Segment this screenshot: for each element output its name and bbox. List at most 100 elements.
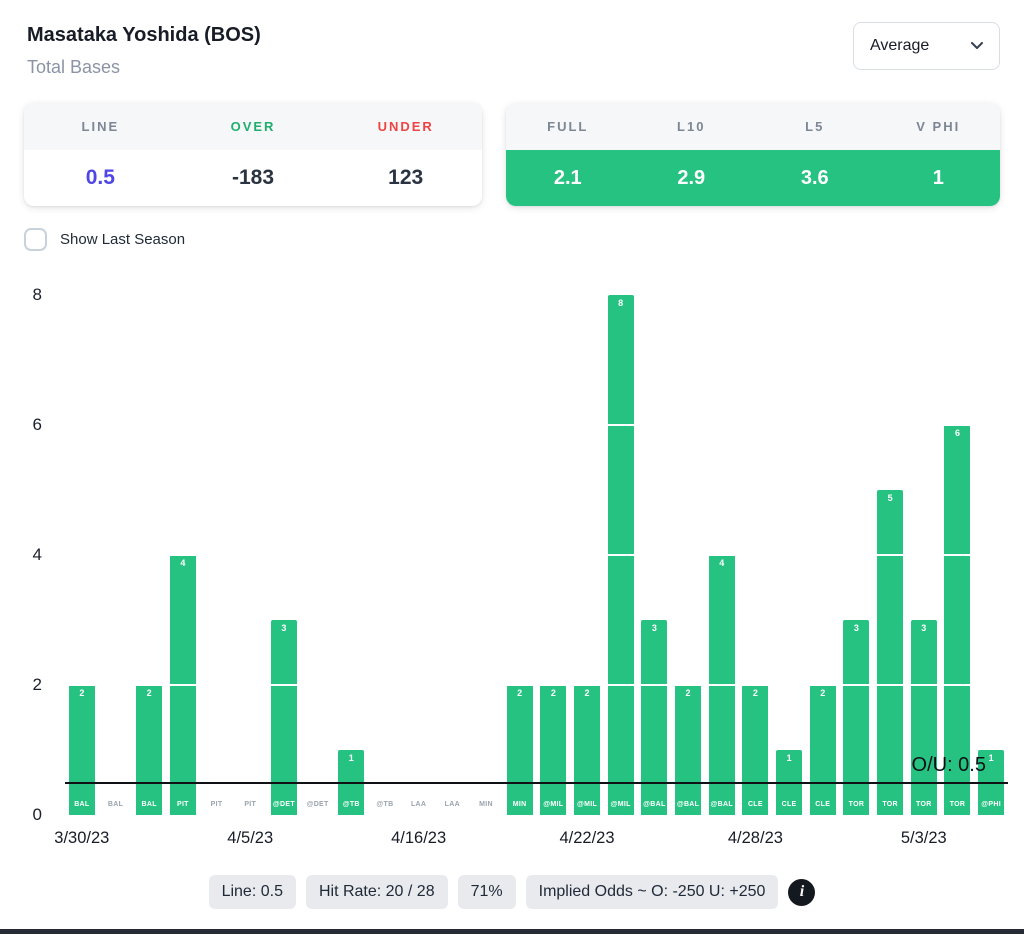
game-slot[interactable]: 5 TOR — [873, 270, 907, 815]
y-axis-tick: 2 — [32, 675, 42, 694]
bar-value-label: 2 — [79, 688, 85, 698]
x-axis-date-label: 4/28/23 — [727, 829, 783, 847]
opponent-label: @BAL — [710, 801, 733, 808]
opponent-label: @PHI — [981, 801, 1001, 808]
game-bar[interactable]: 3 — [641, 620, 668, 815]
opponent-label: CLE — [747, 801, 763, 808]
average-dropdown[interactable]: Average — [853, 22, 1000, 70]
line-column-header: LINE — [81, 119, 120, 134]
game-slot[interactable]: 2 CLE — [806, 270, 840, 815]
dropdown-selected-value: Average — [870, 37, 930, 54]
game-bar[interactable]: 2 — [675, 685, 702, 815]
game-slot[interactable]: 3 TOR — [840, 270, 874, 815]
vs-opponent-average: 1 — [932, 166, 944, 189]
game-slot: @TB — [368, 270, 402, 815]
game-slot: MIN — [469, 270, 503, 815]
x-axis-date-label: 4/5/23 — [227, 829, 274, 847]
opponent-label: @MIL — [610, 801, 631, 808]
opponent-label: LAA — [444, 801, 460, 808]
bar-value-label: 2 — [517, 688, 523, 698]
line-badge: Line: 0.5 — [208, 875, 296, 909]
bar-value-label: 1 — [348, 753, 354, 763]
game-slot[interactable]: 2 CLE — [739, 270, 773, 815]
chart-plot-area: O/U: 0.5 2 BAL BAL 2 BAL 4 PIT PIT PIT 3 @DET @DET 1… — [65, 270, 1008, 815]
game-slot[interactable]: 3 TOR — [907, 270, 941, 815]
bar-value-label: 3 — [651, 623, 657, 633]
averages-card: FULL L10 L5 V PHI 2.1 2.9 3.6 1 — [506, 103, 1000, 206]
game-bar[interactable]: 3 — [270, 620, 297, 815]
opponent-label: CLE — [781, 801, 797, 808]
bar-value-label: 1 — [786, 753, 792, 763]
line-value: 0.5 — [85, 166, 115, 189]
opponent-label: @TB — [342, 801, 360, 808]
game-slot[interactable]: 8 @MIL — [604, 270, 638, 815]
opponent-label: @DET — [306, 801, 329, 808]
game-bar[interactable]: 3 — [843, 620, 870, 815]
game-slot[interactable]: 4 @BAL — [705, 270, 739, 815]
opponent-label: @BAL — [643, 801, 666, 808]
gridline — [65, 424, 1008, 426]
game-slot[interactable]: 2 BAL — [65, 270, 99, 815]
player-name: Masataka Yoshida (BOS) — [27, 24, 261, 46]
game-slot[interactable]: 2 @MIL — [570, 270, 604, 815]
info-icon[interactable]: i — [788, 878, 816, 906]
game-slot: @DET — [301, 270, 335, 815]
game-slot[interactable]: 1 CLE — [772, 270, 806, 815]
show-last-season-toggle[interactable]: Show Last Season — [24, 228, 185, 251]
over-column-header: OVER — [230, 119, 276, 134]
bar-value-label: 5 — [887, 493, 893, 503]
game-slot[interactable]: 2 MIN — [503, 270, 537, 815]
opponent-label: BAL — [141, 801, 157, 808]
game-slot[interactable]: 4 PIT — [166, 270, 200, 815]
game-bar[interactable]: 2 — [574, 685, 600, 815]
opponent-label: PIT — [176, 801, 189, 808]
game-bar[interactable]: 5 — [877, 490, 904, 815]
bar-value-label: 1 — [988, 753, 994, 763]
bar-value-label: 2 — [146, 688, 152, 698]
game-slot[interactable]: 2 BAL — [132, 270, 166, 815]
game-slot: LAA — [435, 270, 469, 815]
under-odds-value: 123 — [388, 166, 424, 189]
bar-value-label: 2 — [685, 688, 691, 698]
opponent-label: @DET — [272, 801, 295, 808]
game-slot[interactable]: 2 @BAL — [671, 270, 705, 815]
game-bar[interactable]: 2 — [540, 685, 567, 815]
y-axis-tick: 6 — [32, 415, 42, 434]
odds-card-values: 0.5 -183 123 — [24, 150, 482, 206]
y-axis-tick: 0 — [32, 805, 42, 824]
game-bar[interactable]: 3 — [910, 620, 937, 815]
hit-rate-percent-badge: 71% — [457, 875, 516, 909]
game-slot[interactable]: 6 TOR — [941, 270, 975, 815]
opponent-label: BAL — [74, 801, 90, 808]
opponent-label: MIN — [512, 801, 527, 808]
opponent-label: BAL — [107, 801, 124, 808]
bar-value-label: 2 — [550, 688, 556, 698]
game-slot: BAL — [99, 270, 133, 815]
bar-value-label: 8 — [618, 298, 624, 308]
opponent-label: TOR — [916, 801, 932, 808]
game-bar[interactable]: 2 — [68, 685, 95, 815]
show-last-season-checkbox[interactable] — [24, 228, 47, 251]
chevron-down-icon — [971, 37, 983, 55]
opponent-label: LAA — [410, 801, 427, 808]
game-bar[interactable]: 2 — [809, 685, 836, 815]
opponent-label: @TB — [376, 801, 394, 808]
game-slot[interactable]: 3 @DET — [267, 270, 301, 815]
game-slot[interactable]: 3 @BAL — [638, 270, 672, 815]
bar-value-label: 2 — [752, 688, 758, 698]
game-slot: LAA — [402, 270, 436, 815]
opponent-label: @MIL — [576, 801, 598, 808]
game-bar[interactable]: 2 — [506, 685, 533, 815]
game-bar[interactable]: 6 — [944, 425, 971, 815]
last10-average: 2.9 — [677, 166, 706, 189]
game-bar[interactable]: 2 — [136, 685, 163, 815]
game-slot[interactable]: 2 @MIL — [537, 270, 571, 815]
stat-name: Total Bases — [27, 57, 121, 77]
game-slot[interactable]: 1 @TB — [334, 270, 368, 815]
game-bar[interactable]: 2 — [742, 685, 769, 815]
opponent-label: TOR — [848, 801, 865, 808]
opponent-label: PIT — [244, 801, 257, 808]
game-slot[interactable]: 1 @PHI — [974, 270, 1008, 815]
x-axis-date-label: 4/22/23 — [559, 829, 615, 847]
game-slot: PIT — [200, 270, 234, 815]
